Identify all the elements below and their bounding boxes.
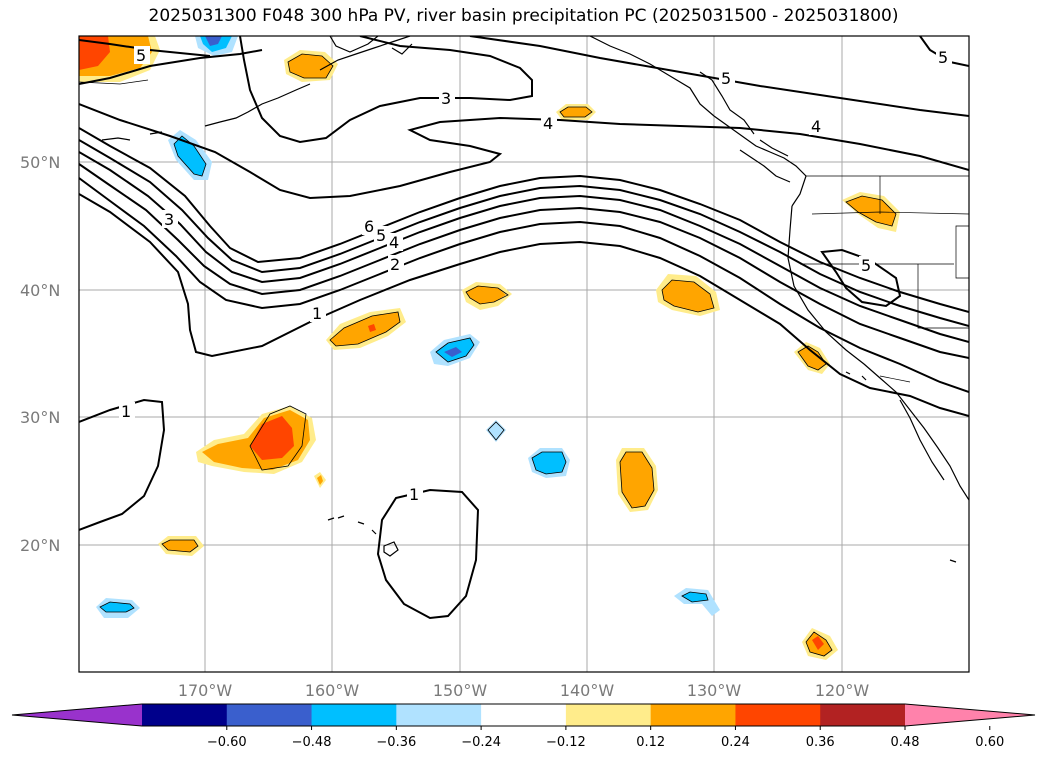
contour-label: 5 <box>938 48 948 67</box>
contour-label: 2 <box>390 255 400 274</box>
map-frame <box>78 35 970 673</box>
contour-label: 1 <box>121 402 131 421</box>
lon-label: 130°W <box>687 681 742 700</box>
colorbar-segment <box>396 704 482 726</box>
contour-label: 3 <box>164 210 174 229</box>
map-title: 2025031300 F048 300 hPa PV, river basin … <box>148 6 899 26</box>
coastlines <box>101 36 969 563</box>
colorbar-segment <box>226 704 313 726</box>
colorbar-outline <box>11 703 1036 727</box>
map-plot-area: 5 5 3 4 5 4 3 3 6 5 4 2 1 5 <box>79 36 969 672</box>
colorbar-tick-label: 0.48 <box>891 735 920 750</box>
colorbar-tick-label: 0.24 <box>721 735 750 750</box>
colorbar-tick-label: −0.48 <box>292 735 332 750</box>
contour-label: 6 <box>364 217 374 236</box>
contour-label: 4 <box>389 233 399 252</box>
colorbar-tick-label: 0.60 <box>975 735 1004 750</box>
lon-label: 160°W <box>305 681 360 700</box>
colorbar-segment <box>142 704 228 726</box>
precip-anomaly-shading <box>79 36 900 660</box>
colorbar-segment <box>481 704 567 726</box>
graticule <box>79 36 969 672</box>
colorbar-segment <box>735 704 821 726</box>
colorbar-segment <box>820 704 906 726</box>
contour-label: 3 <box>441 89 451 108</box>
contour-label: 5 <box>376 226 386 245</box>
contour-label: 5 <box>861 256 871 275</box>
longitude-labels: 170°W 160°W 150°W 140°W 130°W 120°W <box>178 681 870 700</box>
colorbar-tick-label: 0.36 <box>806 735 835 750</box>
contour-label: 5 <box>136 46 146 65</box>
colorbar-extend-max <box>905 704 1035 726</box>
lat-label: 40°N <box>20 281 60 300</box>
precip-anomaly-outlines <box>79 53 897 657</box>
colorbar-segment <box>565 704 652 726</box>
colorbar-tick-label: −0.12 <box>546 735 586 750</box>
colorbar-segment <box>311 704 397 726</box>
colorbar-extend-min <box>12 704 142 726</box>
contour-label: 4 <box>543 114 553 133</box>
contour-label: 1 <box>409 485 419 504</box>
lon-label: 140°W <box>560 681 615 700</box>
contour-labels: 5 5 3 4 5 4 3 3 6 5 4 2 1 5 <box>119 46 952 504</box>
latitude-labels: 50°N 40°N 30°N 20°N <box>20 153 60 555</box>
lon-label: 150°W <box>433 681 488 700</box>
lat-label: 20°N <box>20 536 60 555</box>
lon-label: 170°W <box>178 681 233 700</box>
colorbar-tick-label: 0.12 <box>636 735 665 750</box>
contour-label: 4 <box>811 117 821 136</box>
colorbar-tick-label: −0.24 <box>461 735 501 750</box>
lat-label: 50°N <box>20 153 60 172</box>
colorbar-tick-label: −0.36 <box>376 735 416 750</box>
colorbar-tick-label: −0.60 <box>207 735 247 750</box>
contour-label: 1 <box>312 304 322 323</box>
contour-label: 5 <box>721 69 731 88</box>
pv-contours <box>79 36 969 620</box>
colorbar: −0.60 −0.48 −0.36 −0.24 −0.12 0.12 0.24 0.36 0.4… <box>11 703 1036 750</box>
colorbar-segment <box>650 704 736 726</box>
lat-label: 30°N <box>20 408 60 427</box>
lon-label: 120°W <box>815 681 870 700</box>
